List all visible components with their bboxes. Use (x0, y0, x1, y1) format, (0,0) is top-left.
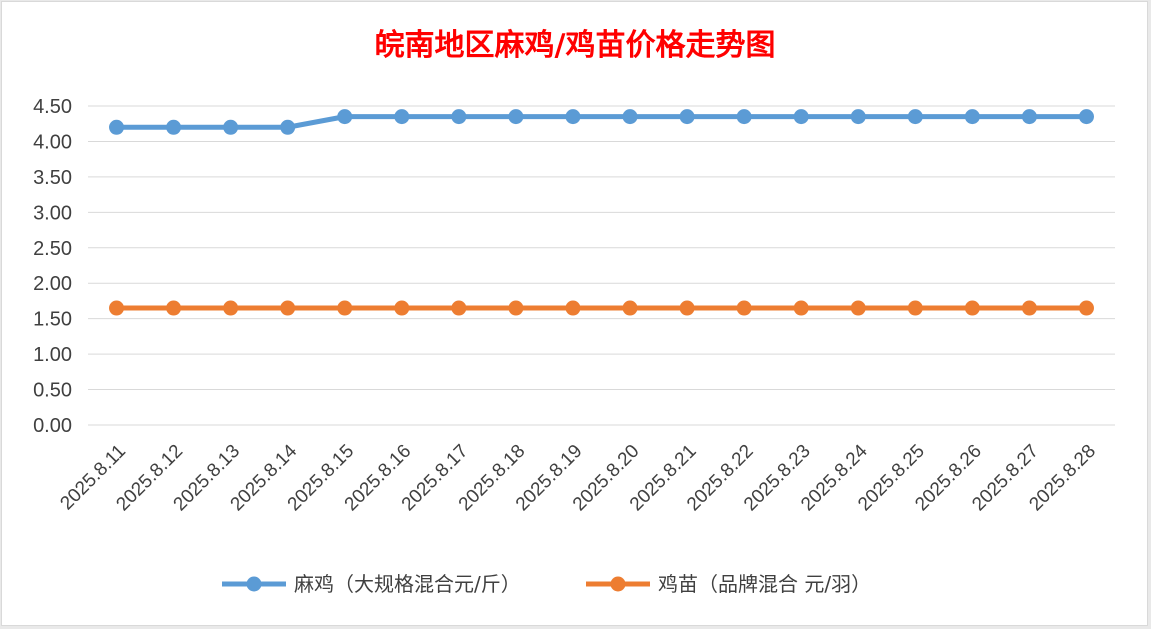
y-tick-label: 3.50 (33, 167, 72, 189)
data-point (1021, 109, 1037, 125)
data-point (280, 300, 296, 316)
data-point (337, 300, 353, 316)
y-tick-label: 2.50 (33, 238, 72, 260)
data-point (109, 119, 125, 135)
data-point (109, 300, 125, 316)
data-point (850, 109, 866, 125)
legend: 麻鸡（大规格混合元/斤） 鸡苗（品牌混合 元/羽） (222, 572, 871, 596)
data-point (508, 300, 524, 316)
y-tick-label: 1.50 (33, 309, 72, 331)
data-point (565, 300, 581, 316)
data-point (964, 109, 980, 125)
y-tick-label: 0.00 (33, 415, 72, 437)
data-point (679, 300, 695, 316)
gridlines (88, 105, 1115, 426)
data-point (622, 109, 638, 125)
data-point (565, 109, 581, 125)
y-axis: 0.00 0.50 1.00 1.50 2.00 2.50 3.00 3.50 4.00 4.50 (33, 96, 72, 437)
data-point (280, 119, 296, 135)
y-tick-label: 2.00 (33, 273, 72, 295)
data-point (166, 300, 182, 316)
series-line (116, 114, 1087, 130)
data-point (166, 119, 182, 135)
legend-marker (610, 576, 626, 592)
chart-title: 皖南地区麻鸡/鸡苗价格走势图 (375, 28, 776, 63)
legend-label: 麻鸡（大规格混合元/斤） (294, 572, 521, 596)
data-point (736, 109, 752, 125)
data-point (679, 109, 695, 125)
data-point (451, 300, 467, 316)
data-point (907, 300, 923, 316)
data-point (907, 109, 923, 125)
y-tick-label: 0.50 (33, 380, 72, 402)
legend-marker (246, 576, 262, 592)
series-group (109, 109, 1094, 316)
y-tick-label: 1.00 (33, 344, 72, 366)
data-point (508, 109, 524, 125)
y-tick-label: 4.00 (33, 131, 72, 153)
y-tick-label: 4.50 (33, 96, 72, 118)
data-point (793, 300, 809, 316)
data-point (964, 300, 980, 316)
data-point (451, 109, 467, 125)
data-point (223, 300, 239, 316)
data-point (1078, 300, 1094, 316)
data-point (223, 119, 239, 135)
data-point (1021, 300, 1037, 316)
x-axis: 2025.8.112025.8.122025.8.132025.8.142025… (56, 440, 1100, 515)
data-point (793, 109, 809, 125)
y-tick-label: 3.00 (33, 202, 72, 224)
data-point (736, 300, 752, 316)
data-point (622, 300, 638, 316)
data-point (394, 109, 410, 125)
data-point (850, 300, 866, 316)
data-point (1078, 109, 1094, 125)
data-point (394, 300, 410, 316)
legend-label: 鸡苗（品牌混合 元/羽） (658, 572, 871, 596)
data-point (337, 109, 353, 125)
